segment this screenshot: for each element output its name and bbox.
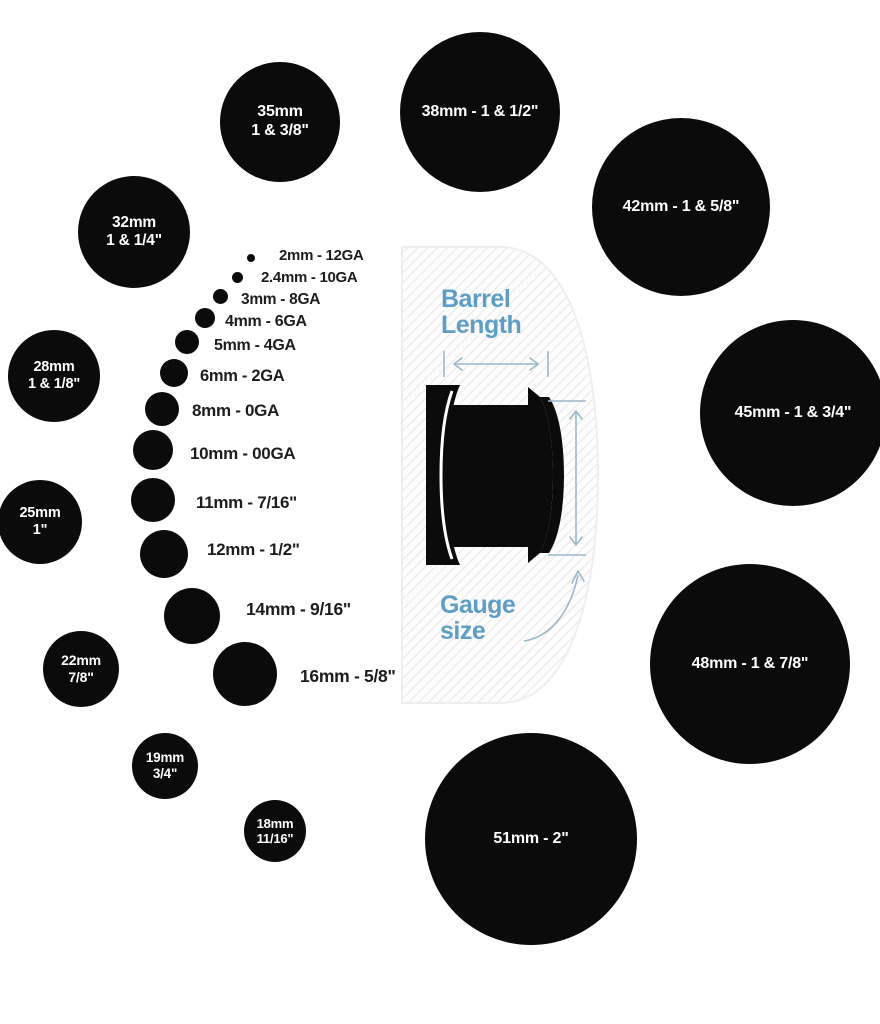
size-disc-label-32mm: 32mm (111, 213, 156, 231)
size-disc-sublabel-18mm: 11/16" (256, 831, 294, 846)
barrel-length-line1: Barrel (441, 285, 511, 313)
size-disc-sublabel-22mm: 7/8" (68, 669, 94, 685)
size-dot-label-2mm: 2mm - 12GA (279, 247, 364, 264)
size-disc-51mm: 51mm - 2" (425, 733, 637, 945)
size-disc-32mm: 32mm 1 & 1/4" (78, 176, 190, 288)
size-dot-2.4mm (232, 272, 243, 283)
size-dot-label-4mm: 4mm - 6GA (225, 313, 307, 330)
barrel-length-line2: Length (441, 311, 522, 340)
size-disc-22mm: 22mm 7/8" (43, 631, 119, 707)
double-headed-vertical-arrow-icon (548, 400, 586, 556)
size-disc-28mm: 28mm 1 & 1/8" (8, 330, 100, 422)
size-dot-6mm (160, 359, 188, 387)
size-disc-38mm: 38mm - 1 & 1/2" (400, 32, 560, 192)
gauge-size-label: Gauge size (440, 591, 516, 646)
size-disc-label-42mm: 42mm - 1 & 5/8" (622, 197, 740, 215)
size-dot-5mm (175, 330, 199, 354)
size-disc-sublabel-25mm: 1" (32, 522, 48, 538)
size-dot-label-2.4mm: 2.4mm - 10GA (261, 269, 358, 286)
size-disc-label-51mm: 51mm - 2" (493, 829, 569, 847)
size-dot-4mm (195, 308, 215, 328)
size-disc-sublabel-32mm: 1 & 1/4" (106, 232, 162, 249)
size-disc-label-19mm: 19mm (145, 750, 185, 766)
ear-tunnel-cross-section-icon (400, 245, 600, 710)
size-dot-8mm (145, 392, 179, 426)
size-disc-19mm: 19mm 3/4" (132, 733, 198, 799)
size-disc-label-45mm: 45mm - 1 & 3/4" (734, 403, 852, 421)
size-disc-label-35mm: 35mm (257, 103, 303, 121)
size-dot-14mm (164, 588, 220, 644)
size-disc-sublabel-19mm: 3/4" (152, 766, 178, 781)
size-disc-label-18mm: 18mm (256, 815, 294, 831)
size-dot-10mm (133, 430, 173, 470)
size-dot-16mm (213, 642, 277, 706)
size-dot-label-8mm: 8mm - 0GA (192, 401, 280, 420)
curved-callout-arrow-icon (523, 570, 585, 642)
size-dot-label-3mm: 3mm - 8GA (241, 291, 321, 308)
double-headed-horizontal-arrow-icon (443, 351, 549, 377)
size-dot-2mm (247, 254, 255, 262)
gauge-size-line1: Gauge (440, 591, 516, 619)
size-disc-label-22mm: 22mm (61, 652, 101, 669)
gauge-size-line2: size (440, 617, 486, 646)
size-dot-label-6mm: 6mm - 2GA (200, 367, 285, 385)
size-disc-45mm: 45mm - 1 & 3/4" (700, 320, 880, 506)
size-dot-11mm (131, 478, 175, 522)
size-disc-label-48mm: 48mm - 1 & 7/8" (691, 654, 809, 672)
size-disc-label-25mm: 25mm (19, 504, 61, 521)
size-disc-label-28mm: 28mm (33, 358, 75, 375)
size-dot-label-5mm: 5mm - 4GA (214, 337, 296, 354)
size-dot-label-14mm: 14mm - 9/16" (246, 599, 351, 619)
size-disc-25mm: 25mm 1" (0, 480, 82, 564)
size-disc-48mm: 48mm - 1 & 7/8" (650, 564, 850, 764)
size-dot-12mm (140, 530, 188, 578)
size-disc-sublabel-35mm: 1 & 3/8" (251, 122, 309, 139)
size-disc-label-38mm: 38mm - 1 & 1/2" (421, 102, 539, 120)
size-dot-label-16mm: 16mm - 5/8" (300, 666, 396, 686)
size-disc-sublabel-28mm: 1 & 1/8" (27, 376, 81, 392)
size-disc-18mm: 18mm 11/16" (244, 800, 306, 862)
size-dot-label-11mm: 11mm - 7/16" (196, 493, 297, 512)
size-dot-label-12mm: 12mm - 1/2" (207, 540, 300, 559)
barrel-length-label: Barrel Length (441, 285, 522, 340)
size-disc-35mm: 35mm 1 & 3/8" (220, 62, 340, 182)
size-disc-42mm: 42mm - 1 & 5/8" (592, 118, 770, 296)
size-dot-3mm (213, 289, 228, 304)
size-dot-label-10mm: 10mm - 00GA (190, 444, 296, 463)
